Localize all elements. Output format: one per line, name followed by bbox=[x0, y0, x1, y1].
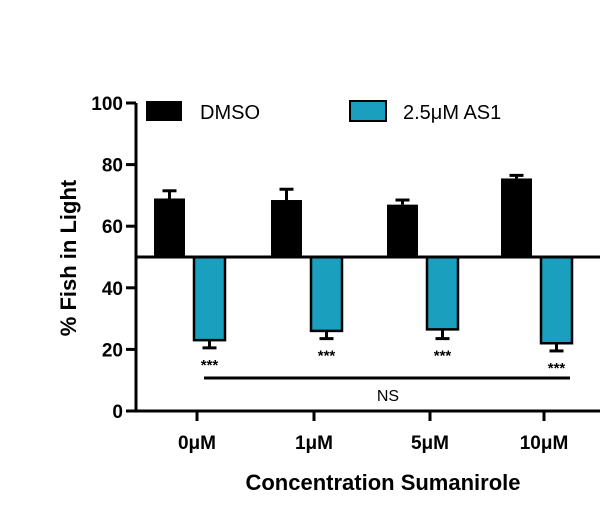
y-axis-title: % Fish in Light bbox=[56, 179, 81, 336]
x-tick-label: 5μM bbox=[411, 433, 449, 454]
legend-swatch-dmso bbox=[146, 101, 182, 121]
legend: DMSO 2.5μM AS1 bbox=[146, 100, 501, 124]
bars-group bbox=[136, 173, 600, 353]
bar-as1 bbox=[539, 255, 574, 345]
y-tick-label: 80 bbox=[102, 156, 123, 177]
significance-label: *** bbox=[434, 348, 452, 365]
bar-as1 bbox=[192, 255, 227, 342]
significance-label: *** bbox=[318, 348, 336, 365]
bar-dmso bbox=[154, 198, 185, 257]
y-tick-label: 40 bbox=[102, 279, 123, 300]
x-tick-label: 0μM bbox=[178, 433, 216, 454]
bar-dmso bbox=[271, 200, 302, 257]
y-tick-label: 100 bbox=[91, 94, 123, 115]
x-axis: 0μM 1μM 5μM 10μM bbox=[136, 409, 600, 454]
bar-dmso bbox=[387, 204, 418, 257]
x-tick-label: 10μM bbox=[520, 433, 569, 454]
bar-dmso bbox=[501, 178, 532, 257]
y-tick-label: 0 bbox=[112, 402, 123, 423]
legend-label-dmso: DMSO bbox=[200, 102, 260, 124]
significance-label: *** bbox=[201, 357, 219, 374]
y-tick-label: 20 bbox=[102, 340, 123, 361]
x-axis-title: Concentration Sumanirole bbox=[245, 470, 520, 495]
bar-as1 bbox=[309, 255, 344, 333]
ns-label: NS bbox=[377, 388, 399, 405]
legend-label-as1: 2.5μM AS1 bbox=[403, 102, 501, 124]
y-tick-label: 60 bbox=[102, 217, 123, 238]
x-tick-label: 1μM bbox=[295, 433, 333, 454]
legend-swatch-as1 bbox=[349, 100, 387, 122]
significance-label: *** bbox=[548, 360, 566, 377]
annotations-group: *** *** *** *** NS bbox=[201, 348, 570, 405]
y-axis: 0 20 40 60 80 100 bbox=[91, 94, 138, 423]
bar-as1 bbox=[425, 255, 460, 331]
